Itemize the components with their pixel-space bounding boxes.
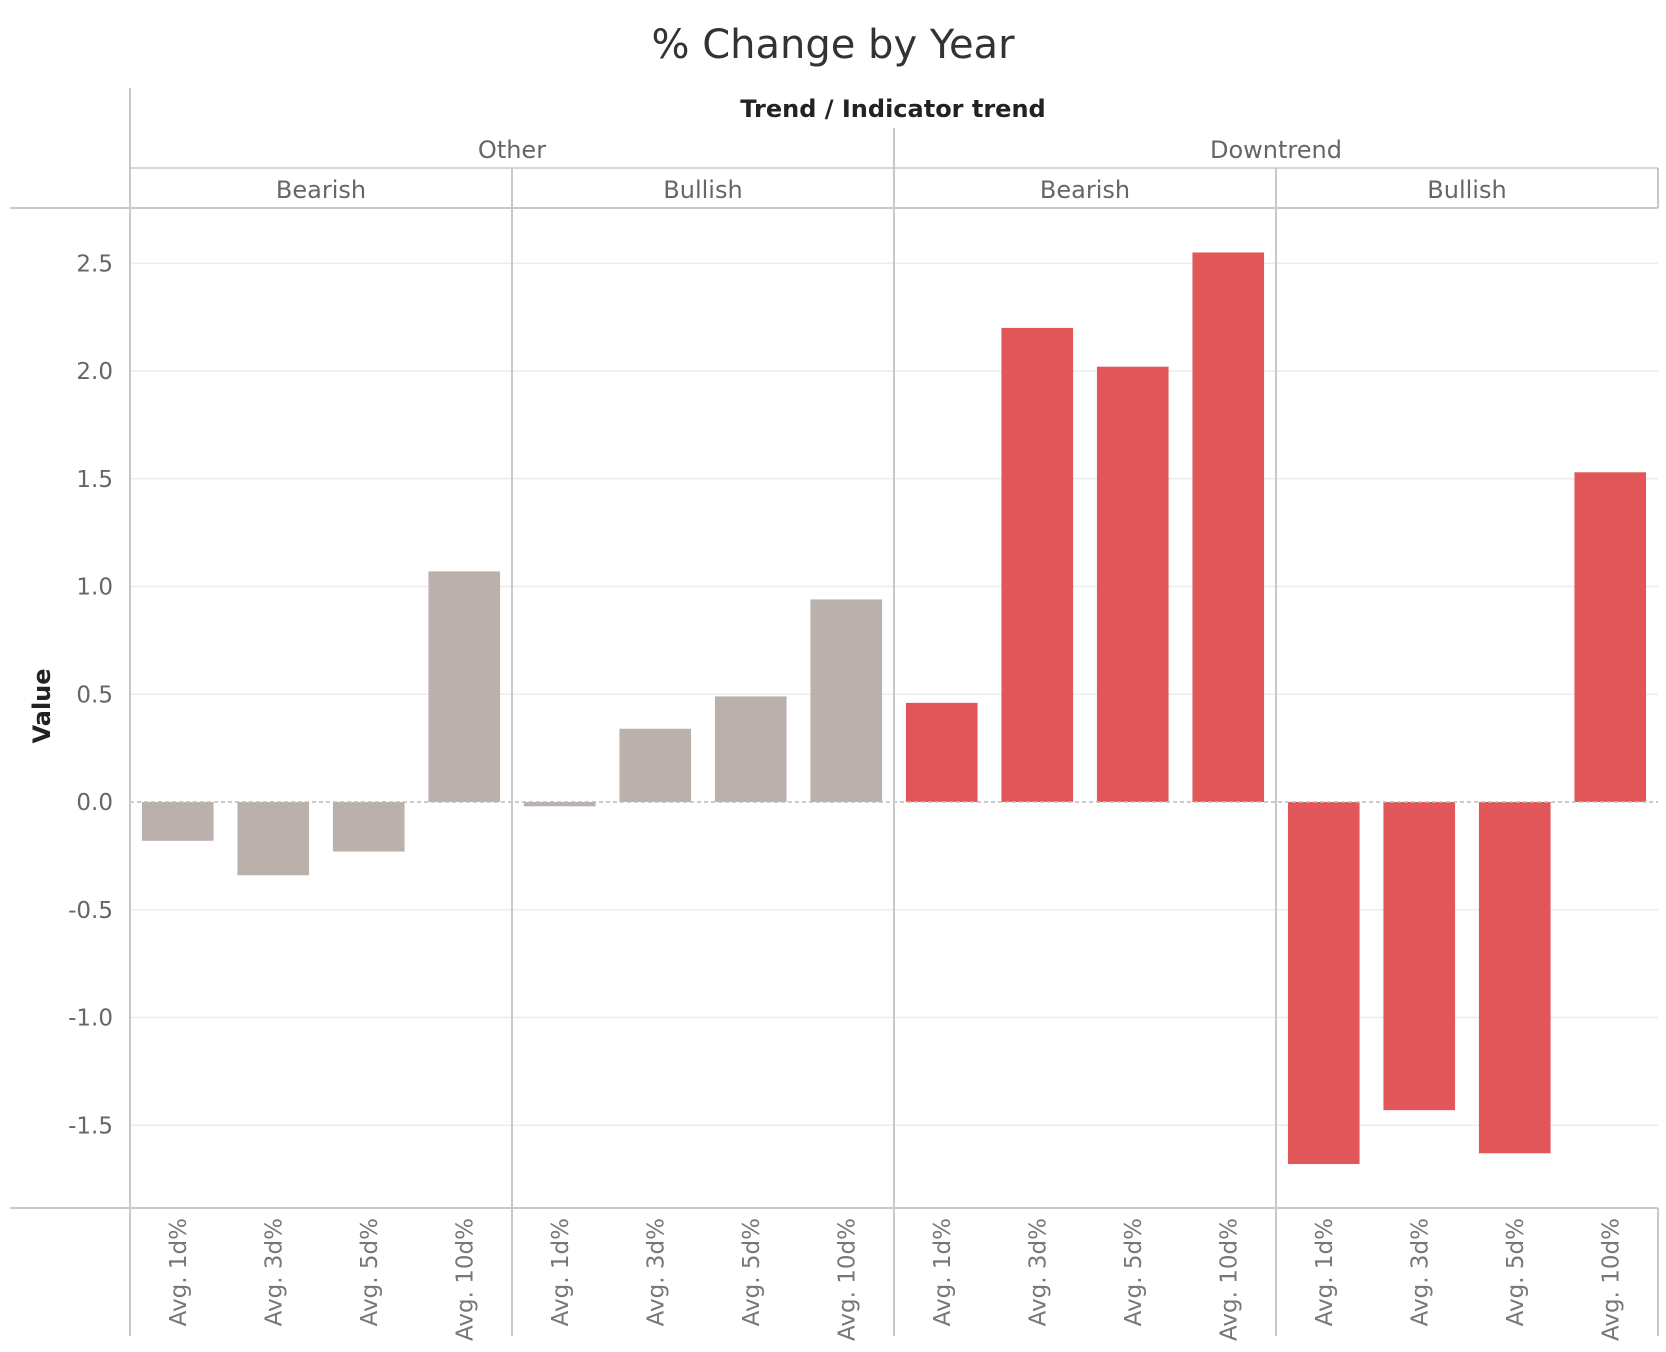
x-category-label: Avg. 5d% <box>739 1218 765 1326</box>
bar-downtrend-bullish-2 <box>1383 802 1456 1111</box>
x-category-label: Avg. 1d% <box>930 1218 956 1326</box>
bar-other-bullish-3 <box>714 696 787 802</box>
bar-downtrend-bearish-4 <box>1192 252 1265 803</box>
y-tick-label: 1.5 <box>76 467 113 493</box>
bar-other-bearish-2 <box>237 802 310 876</box>
bar-other-bullish-4 <box>810 599 883 802</box>
x-category-label: Avg. 5d% <box>357 1218 383 1326</box>
y-tick-label: 0.5 <box>76 682 113 708</box>
frame-lines-layer <box>10 88 1659 1336</box>
bar-downtrend-bearish-2 <box>1001 327 1074 802</box>
x-category-label: Avg. 10d% <box>1216 1218 1242 1341</box>
y-tick-label: -1.5 <box>68 1113 113 1139</box>
x-category-label: Avg. 1d% <box>166 1218 192 1326</box>
panel-header-bearish: Bearish <box>1040 176 1130 204</box>
y-tick-label: 2.5 <box>76 251 113 277</box>
x-category-label: Avg. 3d% <box>643 1218 669 1326</box>
bars-layer <box>141 252 1647 1165</box>
group-header-downtrend: Downtrend <box>1210 136 1342 164</box>
x-category-label: Avg. 3d% <box>1407 1218 1433 1326</box>
x-category-label: Avg. 10d% <box>452 1218 478 1341</box>
panel-header-bearish: Bearish <box>276 176 366 204</box>
bar-other-bullish-2 <box>619 728 692 802</box>
y-axis-title: Value <box>28 668 56 743</box>
x-category-label: Avg. 5d% <box>1503 1218 1529 1326</box>
bar-downtrend-bullish-3 <box>1478 802 1551 1154</box>
bar-downtrend-bullish-1 <box>1287 802 1360 1165</box>
group-header-other: Other <box>478 136 546 164</box>
column-header-title: Trend / Indicator trend <box>740 95 1045 123</box>
labels-layer: 2.5 2.0 1.5 1.0 0.5 0.0 -0.5 -1.0 -1.5 Avg. 1d% Av… <box>68 136 1624 1341</box>
x-category-label: Avg. 5d% <box>1121 1218 1147 1326</box>
panel-header-bullish: Bullish <box>1427 176 1506 204</box>
chart-title: % Change by Year <box>651 22 1015 68</box>
panel-header-bullish: Bullish <box>663 176 742 204</box>
x-category-label: Avg. 1d% <box>548 1218 574 1326</box>
y-tick-label: -1.0 <box>68 1006 113 1032</box>
y-tick-label: -0.5 <box>68 898 113 924</box>
bar-other-bearish-3 <box>332 802 405 852</box>
bar-downtrend-bullish-4 <box>1574 472 1647 802</box>
x-category-label: Avg. 3d% <box>261 1218 287 1326</box>
bar-other-bullish-1 <box>523 802 596 807</box>
y-tick-label: 1.0 <box>76 575 113 601</box>
x-category-label: Avg. 3d% <box>1025 1218 1051 1326</box>
bar-downtrend-bearish-1 <box>905 702 978 802</box>
bar-downtrend-bearish-3 <box>1096 366 1169 802</box>
bar-other-bearish-4 <box>428 571 501 802</box>
x-category-label: Avg. 10d% <box>1598 1218 1624 1341</box>
bar-other-bearish-1 <box>141 802 214 841</box>
x-category-label: Avg. 1d% <box>1312 1218 1338 1326</box>
y-tick-label: 0.0 <box>76 790 113 816</box>
y-tick-label: 2.0 <box>76 359 113 385</box>
x-category-label: Avg. 10d% <box>834 1218 860 1341</box>
